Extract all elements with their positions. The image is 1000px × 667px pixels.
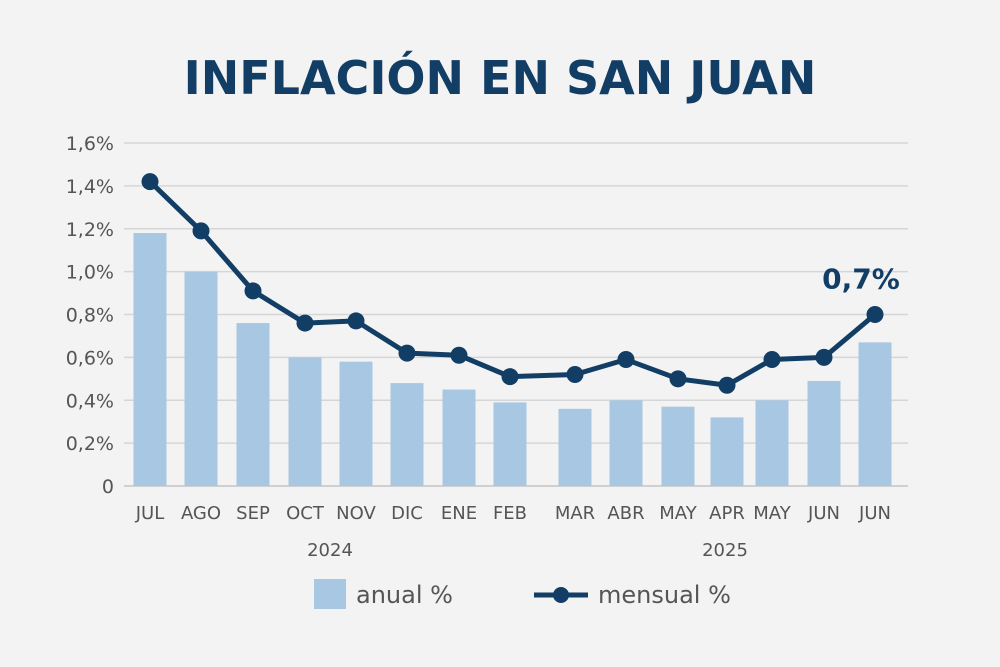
chart-title: INFLACIÓN EN SAN JUAN (184, 51, 817, 105)
data-point (192, 222, 210, 240)
data-point (296, 314, 314, 332)
data-point (763, 351, 781, 369)
x-tick-label: MAY (753, 503, 791, 524)
y-tick-label: 1,6% (66, 133, 114, 155)
bar (807, 380, 841, 486)
x-tick-label: MAR (555, 503, 595, 524)
annotation-label: 0,7% (822, 263, 900, 296)
year-labels: 2024 2025 (307, 540, 748, 561)
y-tick-label: 0,8% (66, 305, 114, 327)
data-point (718, 376, 736, 394)
bar (609, 400, 643, 486)
y-tick-label: 0 (102, 476, 114, 498)
line-series (141, 173, 884, 394)
data-point (866, 306, 884, 323)
data-point (815, 348, 833, 366)
year-label: 2024 (307, 540, 353, 561)
bar (442, 389, 476, 486)
bar (558, 408, 592, 486)
data-point (141, 173, 159, 191)
data-point (566, 366, 584, 384)
bar (339, 361, 373, 486)
bar (390, 383, 424, 486)
x-tick-label: DIC (391, 503, 423, 524)
data-point (450, 346, 468, 364)
x-tick-label: ENE (441, 503, 477, 524)
x-tick-label: NOV (336, 503, 376, 524)
data-point (347, 312, 365, 330)
y-tick-label: 1,2% (66, 219, 114, 241)
x-tick-label: MAY (659, 503, 697, 524)
bar (493, 402, 527, 486)
legend-line-label: mensual % (598, 581, 731, 609)
y-axis: 0 0,2% 0,4% 0,6% 0,8% 1,0% 1,2% 1,4% 1,6% (66, 133, 114, 498)
x-tick-label: ABR (607, 503, 644, 524)
year-label: 2025 (702, 540, 748, 561)
bar (288, 357, 322, 486)
legend-bar-swatch (314, 579, 346, 609)
data-point (617, 351, 635, 369)
x-tick-label: JUN (807, 503, 840, 524)
y-tick-label: 0,2% (66, 433, 114, 455)
bar (755, 400, 789, 486)
bar (236, 323, 270, 486)
data-point (398, 344, 416, 362)
bar (133, 233, 167, 486)
data-point (244, 282, 262, 300)
bar (858, 342, 892, 486)
bar (184, 271, 218, 486)
x-tick-label: SEP (236, 503, 270, 524)
legend-line-marker (553, 587, 569, 603)
x-tick-label: OCT (286, 503, 325, 524)
x-tick-label: JUL (135, 503, 165, 524)
legend: anual % mensual % (314, 579, 731, 609)
x-axis: JUL AGO SEP OCT NOV DIC ENE FEB MAR ABR MAY APR MAY J… (135, 503, 891, 524)
y-tick-label: 1,0% (66, 262, 114, 284)
bar (710, 417, 744, 486)
x-tick-label: FEB (493, 503, 527, 524)
x-tick-label: AGO (181, 503, 221, 524)
data-point (501, 368, 519, 386)
y-tick-label: 1,4% (66, 176, 114, 198)
legend-bar-label: anual % (356, 581, 453, 609)
bars (133, 233, 892, 486)
x-tick-label: APR (709, 503, 745, 524)
y-tick-label: 0,6% (66, 347, 114, 369)
y-tick-label: 0,4% (66, 390, 114, 412)
x-tick-label: JUN (858, 503, 891, 524)
data-point (669, 370, 687, 388)
bar (661, 406, 695, 486)
